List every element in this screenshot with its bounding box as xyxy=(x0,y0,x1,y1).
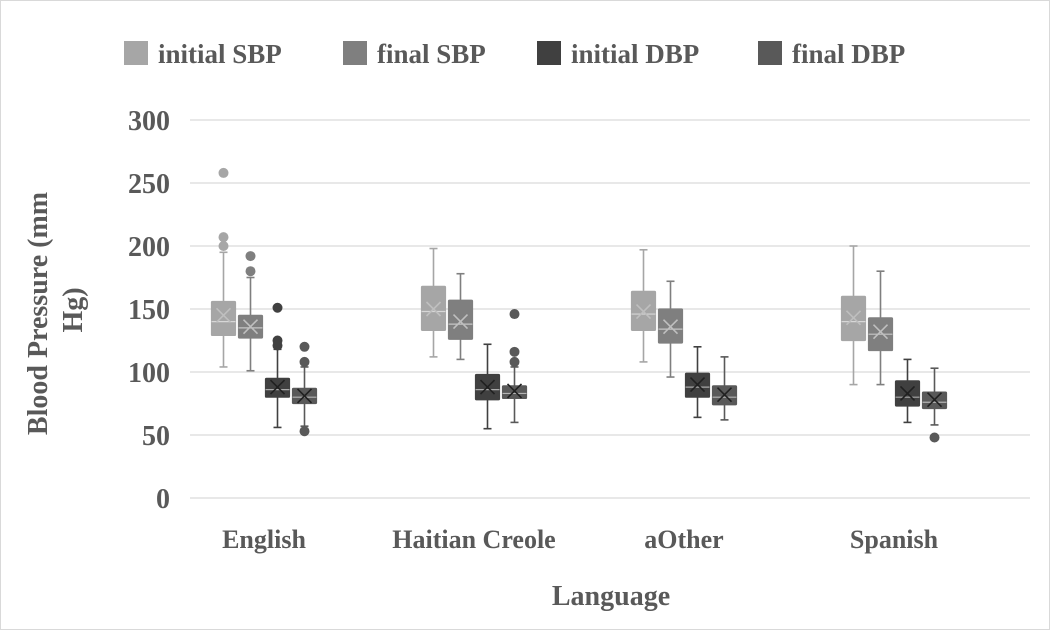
mean-marker xyxy=(506,383,523,399)
outlier-point xyxy=(218,232,229,243)
mean-marker xyxy=(716,387,733,403)
outlier-point xyxy=(245,251,256,262)
mean-marker xyxy=(635,303,652,320)
box xyxy=(711,356,738,421)
box-iqr xyxy=(210,300,237,337)
mean-marker xyxy=(452,314,469,330)
box xyxy=(420,247,447,358)
box xyxy=(501,309,528,424)
mean-marker xyxy=(242,319,259,335)
series-initial-dbp xyxy=(264,302,921,430)
box xyxy=(291,341,318,437)
y-axis-title-line-1: Blood Pressure (mm xyxy=(23,192,54,435)
x-category-label: Spanish xyxy=(850,525,939,554)
box-iqr xyxy=(501,385,528,400)
outlier-point xyxy=(509,356,520,367)
legend-label: final DBP xyxy=(792,39,905,69)
outlier-point xyxy=(299,426,310,437)
gridlines xyxy=(190,119,1030,499)
legend-item: final DBP xyxy=(758,39,905,69)
box-series-layer xyxy=(210,167,948,443)
box xyxy=(630,248,657,363)
box xyxy=(840,245,867,386)
legend-label: initial DBP xyxy=(571,39,699,69)
mean-marker xyxy=(926,392,943,408)
box xyxy=(894,358,921,424)
mean-marker xyxy=(845,310,862,326)
series-final-dbp xyxy=(291,309,948,443)
box xyxy=(210,167,237,368)
box xyxy=(447,272,474,361)
mean-marker xyxy=(215,307,232,323)
series-final-sbp xyxy=(237,251,894,386)
outlier-point xyxy=(218,167,229,178)
mean-marker xyxy=(296,388,313,404)
y-axis-title: Blood Pressure (mm Hg) xyxy=(23,185,89,435)
x-category-label: English xyxy=(222,525,306,554)
y-tick-label: 50 xyxy=(142,421,170,452)
box xyxy=(921,367,948,443)
mean-marker xyxy=(269,379,286,395)
mean-marker xyxy=(872,324,889,340)
mean-marker xyxy=(425,301,442,317)
outlier-point xyxy=(218,241,229,251)
legend-item: initial SBP xyxy=(124,39,282,69)
legend-label: initial SBP xyxy=(158,39,282,69)
mean-marker xyxy=(479,379,496,395)
y-tick-label: 100 xyxy=(128,358,170,389)
y-axis-title-line-2: Hg) xyxy=(58,287,89,332)
y-tick-labels: 0 50 100 150 200 250 300 xyxy=(128,106,170,515)
legend-swatch xyxy=(537,41,561,65)
outlier-point xyxy=(509,346,520,357)
outlier-point xyxy=(299,341,310,352)
y-tick-label: 300 xyxy=(128,106,170,137)
outlier-point xyxy=(509,309,520,320)
legend-swatch xyxy=(124,41,148,65)
mean-marker xyxy=(689,377,706,393)
series-initial-sbp xyxy=(210,167,867,386)
legend-label: final SBP xyxy=(377,39,486,69)
outlier-point xyxy=(272,335,283,346)
box xyxy=(237,251,264,372)
box xyxy=(657,280,684,378)
y-tick-label: 200 xyxy=(128,232,170,263)
outlier-point xyxy=(929,432,940,443)
box xyxy=(474,343,501,430)
legend-swatch xyxy=(758,41,782,65)
x-category-label: Haitian Creole xyxy=(392,525,555,554)
mean-marker xyxy=(662,319,679,335)
outlier-point xyxy=(272,302,283,313)
x-category-labels: English Haitian Creole aOther Spanish xyxy=(222,525,939,554)
outlier-point xyxy=(299,356,310,367)
y-tick-label: 250 xyxy=(128,169,170,200)
legend: initial SBP final SBP initial DBP final DBP xyxy=(124,39,905,69)
y-tick-label: 150 xyxy=(128,295,170,326)
box xyxy=(867,270,894,386)
legend-item: final SBP xyxy=(343,39,486,69)
x-axis-title: Language xyxy=(552,581,670,612)
box xyxy=(684,345,711,419)
box-iqr xyxy=(447,299,474,340)
outlier-point xyxy=(245,266,256,277)
x-category-label: aOther xyxy=(644,525,723,554)
mean-marker xyxy=(899,385,916,401)
y-tick-label: 0 xyxy=(156,484,170,515)
legend-item: initial DBP xyxy=(537,39,699,69)
legend-swatch xyxy=(343,41,367,65)
box xyxy=(264,302,291,429)
